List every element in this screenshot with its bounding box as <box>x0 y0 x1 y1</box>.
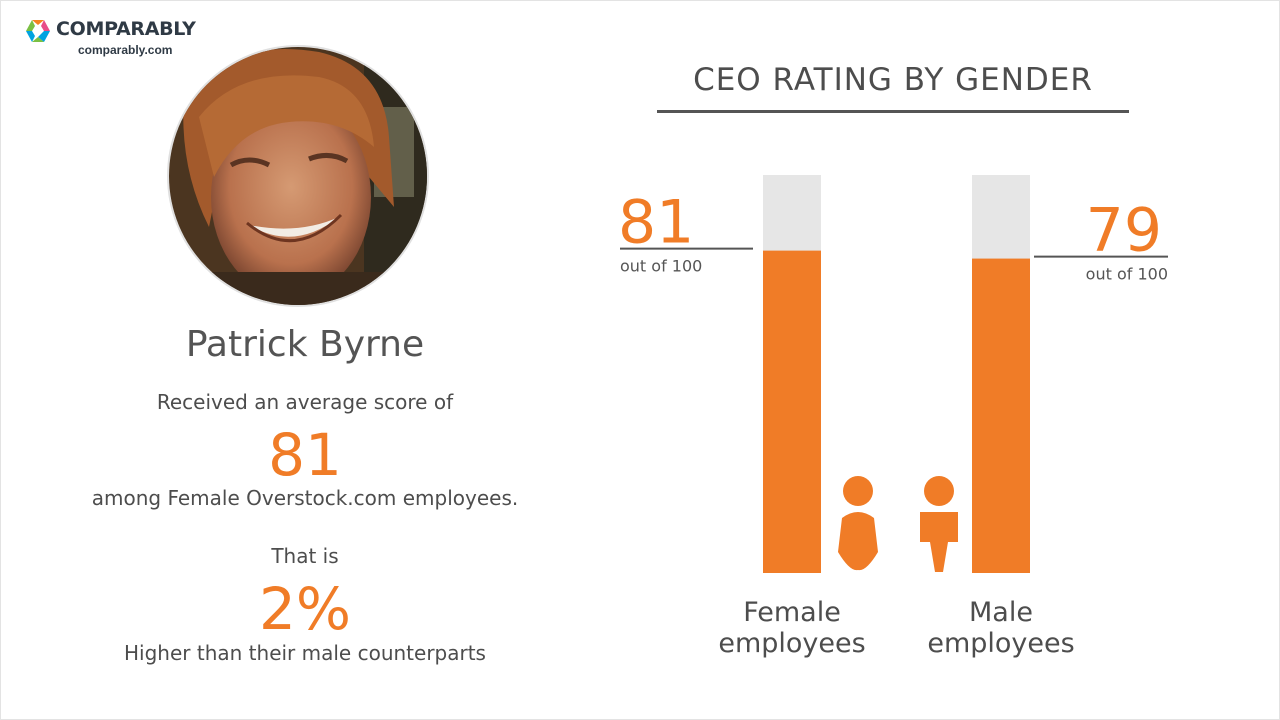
title-underline <box>657 110 1129 113</box>
ceo-name: Patrick Byrne <box>185 324 425 365</box>
difference-percent: 2% <box>258 575 351 643</box>
value-label-male: 79 <box>1086 196 1162 266</box>
value-label-female: 81 <box>618 188 694 258</box>
score-intro-text: Received an average score of <box>156 390 454 414</box>
category-label-male-line1: Male <box>969 597 1033 628</box>
category-label-male-line2: employees <box>927 628 1074 659</box>
ceo-photo <box>167 45 429 307</box>
score-group-text: among Female Overstock.com employees. <box>91 486 519 510</box>
chart-title: CEO RATING BY GENDER <box>693 62 1093 98</box>
comparison-intro-text: That is <box>271 544 339 568</box>
category-label-female-line2: employees <box>718 628 865 659</box>
brand-name: COMPARABLY <box>56 18 196 40</box>
female-person-icon <box>838 512 878 571</box>
ceo-portrait-image <box>169 47 427 305</box>
male-person-icon-head <box>924 476 954 506</box>
brand-url: comparably.com <box>78 43 173 57</box>
male-person-icon <box>920 512 958 572</box>
value-sublabel-female: out of 100 <box>620 257 702 276</box>
value-sublabel-male: out of 100 <box>1086 265 1168 284</box>
female-person-icon-head <box>843 476 873 506</box>
comparison-text: Higher than their male counterparts <box>124 641 486 665</box>
category-label-female-line1: Female <box>743 597 841 628</box>
bar-female <box>763 250 821 573</box>
average-score: 81 <box>268 421 342 489</box>
comparably-logo-icon <box>26 20 50 42</box>
bar-male <box>972 258 1030 573</box>
